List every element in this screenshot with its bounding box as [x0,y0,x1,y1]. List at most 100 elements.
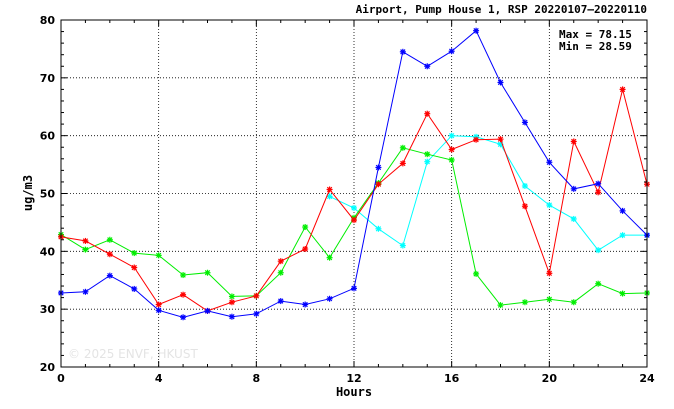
x-tick-label: 8 [253,372,261,385]
data-point [228,313,235,320]
data-point [473,136,480,143]
data-point [570,299,577,306]
data-point [619,86,626,93]
data-point [595,189,602,196]
data-point [595,180,602,187]
data-point [351,204,357,211]
data-point [204,269,211,276]
data-point [546,296,553,303]
data-point [131,264,138,271]
data-point [180,314,187,321]
data-point [546,270,553,277]
data-point [326,193,333,200]
data-point [595,247,602,254]
data-point [326,186,333,193]
y-tick-label: 50 [40,188,56,201]
data-point [180,291,187,298]
y-tick-label: 40 [40,245,56,258]
data-point [302,246,309,253]
data-point [521,119,528,126]
data-point [619,232,626,239]
y-tick-label: 70 [40,72,56,85]
data-point [106,272,113,279]
data-point [497,79,504,86]
x-tick-label: 0 [57,372,65,385]
data-point [424,110,431,117]
y-axis-title: ug/m3 [21,175,35,211]
data-point [351,285,357,292]
data-point [82,237,89,244]
data-point [204,307,211,314]
data-point [570,185,577,192]
data-point [253,292,260,299]
data-point [326,295,333,302]
data-point [82,246,89,253]
x-tick-label: 4 [155,372,163,385]
data-point [326,254,333,261]
data-point [155,307,162,314]
data-point [595,280,602,287]
data-point [448,132,455,139]
data-point [375,181,382,188]
data-point [375,225,382,232]
min-label: Min = 28.59 [559,40,632,53]
data-point [521,299,528,306]
watermark: © 2025 ENVF, HKUST [68,347,198,361]
x-tick-label: 20 [542,372,558,385]
series-layer [58,27,650,321]
data-point [277,258,284,265]
data-point [277,298,284,305]
data-point [399,242,406,249]
data-point [399,160,406,167]
data-point [521,203,528,210]
data-point [424,151,431,158]
data-point [155,301,162,308]
y-tick-label: 30 [40,303,56,316]
data-point [546,202,553,209]
x-tick-label: 12 [346,372,361,385]
data-point [302,301,309,308]
x-tick-label: 24 [639,372,655,385]
data-point [155,252,162,259]
data-point [180,272,187,279]
x-axis-title: Hours [336,385,372,399]
data-point [448,156,455,163]
data-point [546,159,553,166]
y-tick-label: 80 [40,14,56,27]
data-point [131,250,138,257]
data-point [253,310,260,317]
data-point [448,48,455,55]
data-point [619,207,626,214]
data-point [399,144,406,151]
data-point [106,236,113,243]
data-point [424,63,431,70]
y-tick-label: 20 [40,361,56,374]
data-point [82,288,89,295]
data-point [228,299,235,306]
data-point [424,158,431,165]
data-point [228,293,235,300]
data-point [473,270,480,277]
data-point [497,302,504,309]
data-point [619,290,626,297]
max-label: Max = 78.15 [559,28,632,41]
chart-title: Airport, Pump House 1, RSP 20220107–2022… [356,3,647,16]
data-point [131,285,138,292]
data-point [570,215,577,222]
data-point [106,251,113,258]
series-line [329,135,647,251]
data-point [277,269,284,276]
data-point [448,146,455,153]
data-point [570,138,577,145]
grid-lines [61,20,647,367]
data-point [375,164,382,171]
data-point [302,224,309,231]
data-point [399,48,406,55]
data-point [473,27,480,34]
y-tick-label: 60 [40,130,56,143]
axis-ticks: 0 4 8 12 16 20 24 20 30 40 50 60 70 80 [40,14,655,385]
data-point [497,136,504,143]
x-tick-label: 16 [444,372,460,385]
data-point [351,217,357,224]
